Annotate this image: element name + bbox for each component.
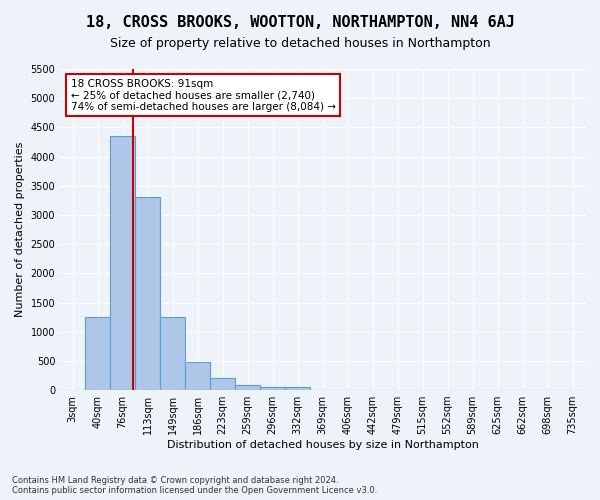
X-axis label: Distribution of detached houses by size in Northampton: Distribution of detached houses by size … [167,440,479,450]
Bar [210,378,235,390]
Bar [260,386,285,390]
Bar [235,385,260,390]
Text: Size of property relative to detached houses in Northampton: Size of property relative to detached ho… [110,38,490,51]
Text: Contains HM Land Registry data © Crown copyright and database right 2024.
Contai: Contains HM Land Registry data © Crown c… [12,476,377,495]
Bar [285,386,310,390]
Text: 18 CROSS BROOKS: 91sqm
← 25% of detached houses are smaller (2,740)
74% of semi-: 18 CROSS BROOKS: 91sqm ← 25% of detached… [71,78,335,112]
Text: 18, CROSS BROOKS, WOOTTON, NORTHAMPTON, NN4 6AJ: 18, CROSS BROOKS, WOOTTON, NORTHAMPTON, … [86,15,514,30]
Bar [185,362,210,390]
Bar [85,317,110,390]
Bar [110,136,135,390]
Bar [135,198,160,390]
Bar [160,317,185,390]
Y-axis label: Number of detached properties: Number of detached properties [15,142,25,317]
